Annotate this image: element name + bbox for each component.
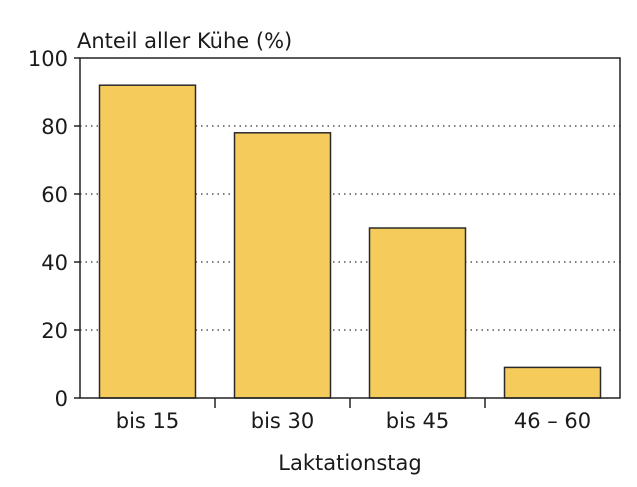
y-axis-title: Anteil aller Kühe (%) [77, 29, 292, 53]
x-tick-label: bis 45 [386, 409, 450, 433]
x-tick-label: bis 15 [116, 409, 180, 433]
y-axis-ticks: 0 20 40 60 80 100 [28, 47, 80, 411]
bar [98, 84, 197, 399]
y-tick-label: 0 [55, 387, 68, 411]
bar [503, 366, 602, 399]
x-tick-label: 46 – 60 [514, 409, 591, 433]
x-tick-label: bis 30 [251, 409, 315, 433]
y-tick-label: 60 [41, 183, 68, 207]
y-tick-label: 20 [41, 319, 68, 343]
y-tick-label: 100 [28, 47, 68, 71]
x-axis-ticks: bis 15 bis 30 bis 45 46 – 60 [116, 398, 591, 433]
bars [98, 84, 602, 399]
y-tick-label: 80 [41, 115, 68, 139]
y-tick-label: 40 [41, 251, 68, 275]
bar [368, 227, 467, 399]
grid-lines [80, 125, 620, 331]
bar [233, 132, 332, 399]
x-axis-title: Laktationstag [278, 451, 421, 475]
